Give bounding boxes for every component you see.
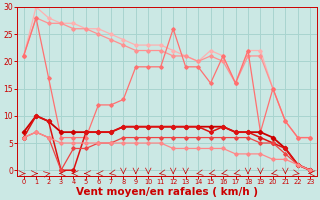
X-axis label: Vent moyen/en rafales ( km/h ): Vent moyen/en rafales ( km/h ) [76, 187, 258, 197]
